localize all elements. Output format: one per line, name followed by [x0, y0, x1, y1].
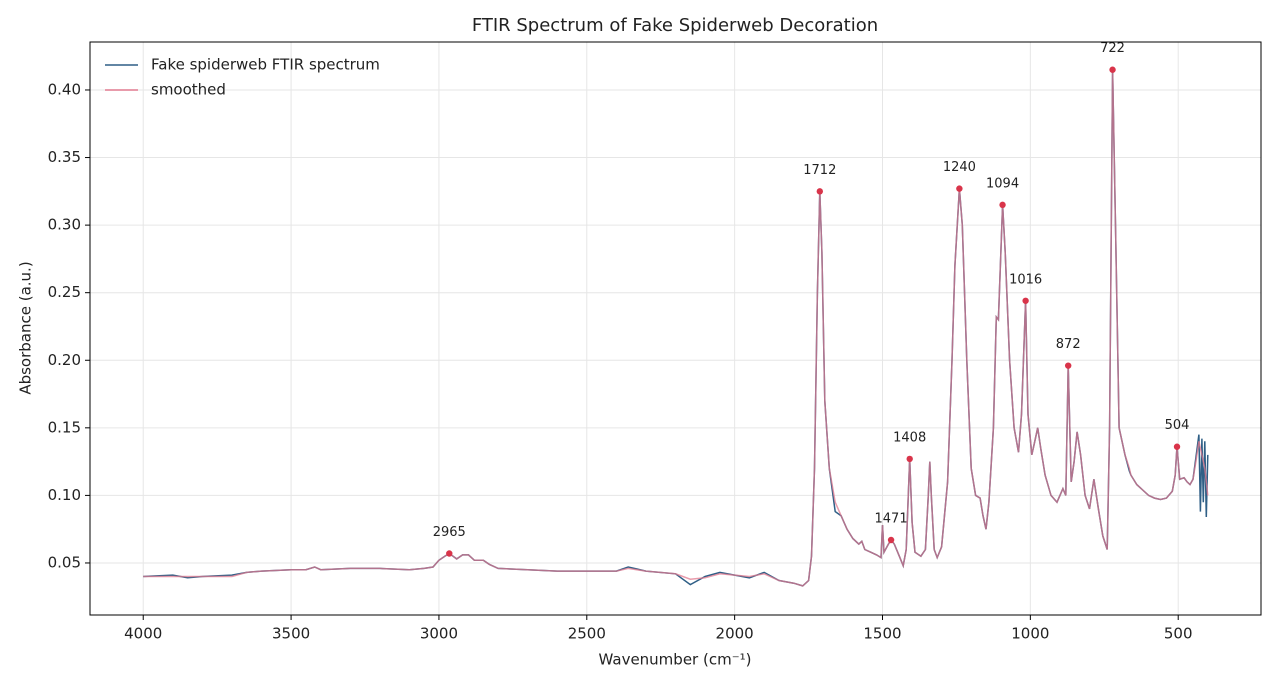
peak-label: 1408: [893, 430, 926, 445]
y-tick-label: 0.40: [48, 80, 81, 98]
peak-label: 872: [1056, 337, 1081, 352]
y-tick-label: 0.25: [48, 283, 81, 301]
x-tick-label: 500: [1164, 625, 1193, 643]
peak-label: 1471: [875, 511, 908, 526]
peak-marker: [1109, 66, 1116, 73]
x-tick-label: 3500: [272, 625, 310, 643]
peak-label: 1240: [943, 160, 976, 175]
peak-label: 1712: [803, 163, 836, 178]
y-tick-label: 0.10: [48, 486, 81, 504]
y-tick-label: 0.35: [48, 148, 81, 166]
peak-marker: [887, 536, 895, 544]
x-tick-label: 2500: [568, 625, 606, 643]
peak-marker: [906, 455, 913, 463]
x-tick-label: 3000: [420, 625, 458, 643]
legend-label: smoothed: [151, 81, 226, 99]
peak-marker: [446, 550, 453, 557]
x-tick-label: 1000: [1011, 625, 1049, 643]
peak-marker: [1064, 362, 1072, 369]
y-tick-label: 0.20: [48, 351, 81, 369]
peak-label: 1016: [1009, 272, 1042, 287]
y-tick-label: 0.30: [48, 216, 81, 234]
y-tick-label: 0.15: [48, 418, 81, 436]
y-tick-label: 0.05: [48, 553, 81, 571]
peak-marker: [1022, 297, 1029, 304]
peak-marker: [1173, 443, 1181, 450]
peak-marker: [816, 188, 824, 195]
x-tick-label: 4000: [124, 625, 162, 643]
spectrum-line: [143, 69, 1209, 587]
peak-label: 504: [1165, 418, 1190, 433]
peak-label: 2965: [433, 525, 466, 540]
x-tick-label: 1500: [863, 625, 901, 643]
y-axis-label: Absorbance (a.u.): [17, 261, 35, 394]
x-axis-label: Wavenumber (cm⁻¹): [599, 651, 752, 669]
x-tick-label: 2000: [716, 625, 754, 643]
peak-label: 1094: [986, 176, 1019, 191]
peak-marker: [956, 185, 963, 192]
plot-frame: [89, 41, 1262, 616]
spectrum-line: [143, 69, 1209, 587]
legend-label: Fake spiderweb FTIR spectrum: [151, 56, 380, 74]
peak-label: 722: [1100, 41, 1125, 56]
chart-title: FTIR Spectrum of Fake Spiderweb Decorati…: [472, 15, 878, 36]
peak-marker: [999, 201, 1006, 209]
